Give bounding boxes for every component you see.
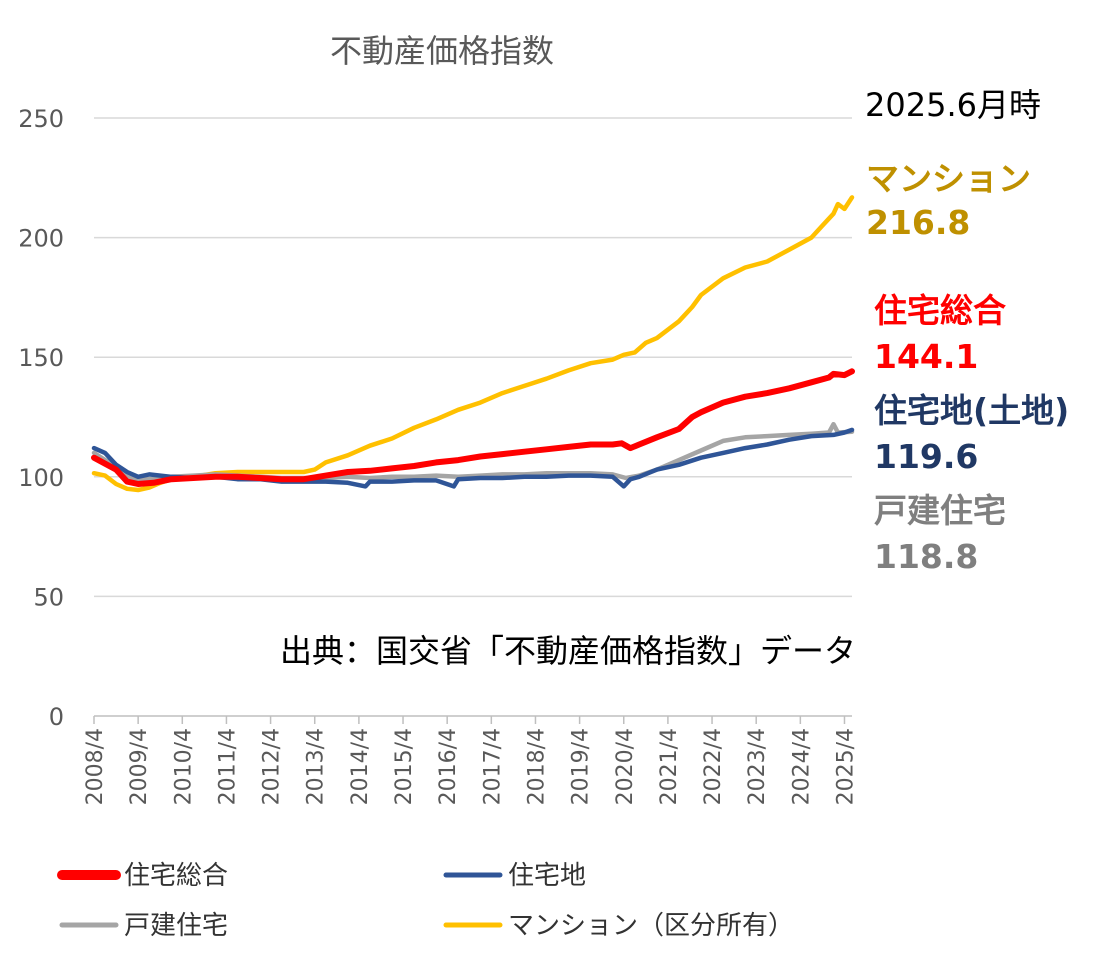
x-tick-label: 2010/4 [171,728,196,805]
sogo-annotation-label: 住宅総合 [874,291,1006,330]
x-tick-label: 2009/4 [127,728,152,805]
chart-title: 不動産価格指数 [330,32,554,70]
y-tick-label: 250 [18,105,64,133]
x-tick-label: 2011/4 [215,728,240,805]
x-tick-label: 2016/4 [436,728,461,805]
sogo-annotation-value: 144.1 [874,337,978,376]
mansion-annotation-label: マンション [866,159,1031,198]
x-tick-label: 2013/4 [304,728,329,805]
y-tick-label: 100 [18,464,64,492]
x-tick-label: 2012/4 [260,728,285,805]
x-tick-label: 2018/4 [524,728,549,805]
y-tick-label: 150 [18,344,64,372]
tochi-annotation-value: 119.6 [874,437,978,476]
y-tick-label: 50 [33,583,64,611]
legend-label-mansion: マンション（区分所有） [508,911,794,941]
x-axis: 2008/4 2009/4 2010/4 2011/4 2012/4 2013/4 2014… [83,715,858,805]
x-tick-label: 2022/4 [701,728,726,805]
source-note: 出典：国交省「不動産価格指数」データ [280,632,856,670]
kodate-annotation-label: 戸建住宅 [874,491,1006,530]
y-axis-ticks: 0 50 100 150 200 250 [18,105,64,731]
y-tick-label: 200 [18,225,64,253]
x-tick-label: 2008/4 [83,728,108,805]
legend-label-sogo: 住宅総合 [124,861,228,891]
legend-label-kodate: 戸建住宅 [124,911,228,941]
series-line-mansion [91,195,855,493]
x-tick-label: 2024/4 [789,728,814,805]
gridlines [94,117,852,598]
legend-label-tochi: 住宅地 [508,861,586,891]
legend: 住宅総合 住宅地 戸建住宅 マンション（区分所有） [57,861,794,941]
x-tick-label: 2015/4 [392,728,417,805]
tochi-annotation-label: 住宅地(土地) [874,391,1069,430]
y-tick-label: 0 [49,703,64,731]
series-lines [91,195,855,493]
as-of-label: 2025.6月時 [865,86,1041,124]
x-tick-label: 2014/4 [348,728,373,805]
x-tick-label: 2023/4 [745,728,770,805]
mansion-annotation-value: 216.8 [866,203,970,242]
x-tick-label: 2020/4 [613,728,638,805]
x-tick-label: 2025/4 [833,728,858,805]
x-tick-label: 2017/4 [480,728,505,805]
kodate-annotation-value: 118.8 [874,537,978,576]
x-tick-label: 2021/4 [657,728,682,805]
series-line-sogo [91,368,855,487]
x-tick-label: 2019/4 [569,728,594,805]
